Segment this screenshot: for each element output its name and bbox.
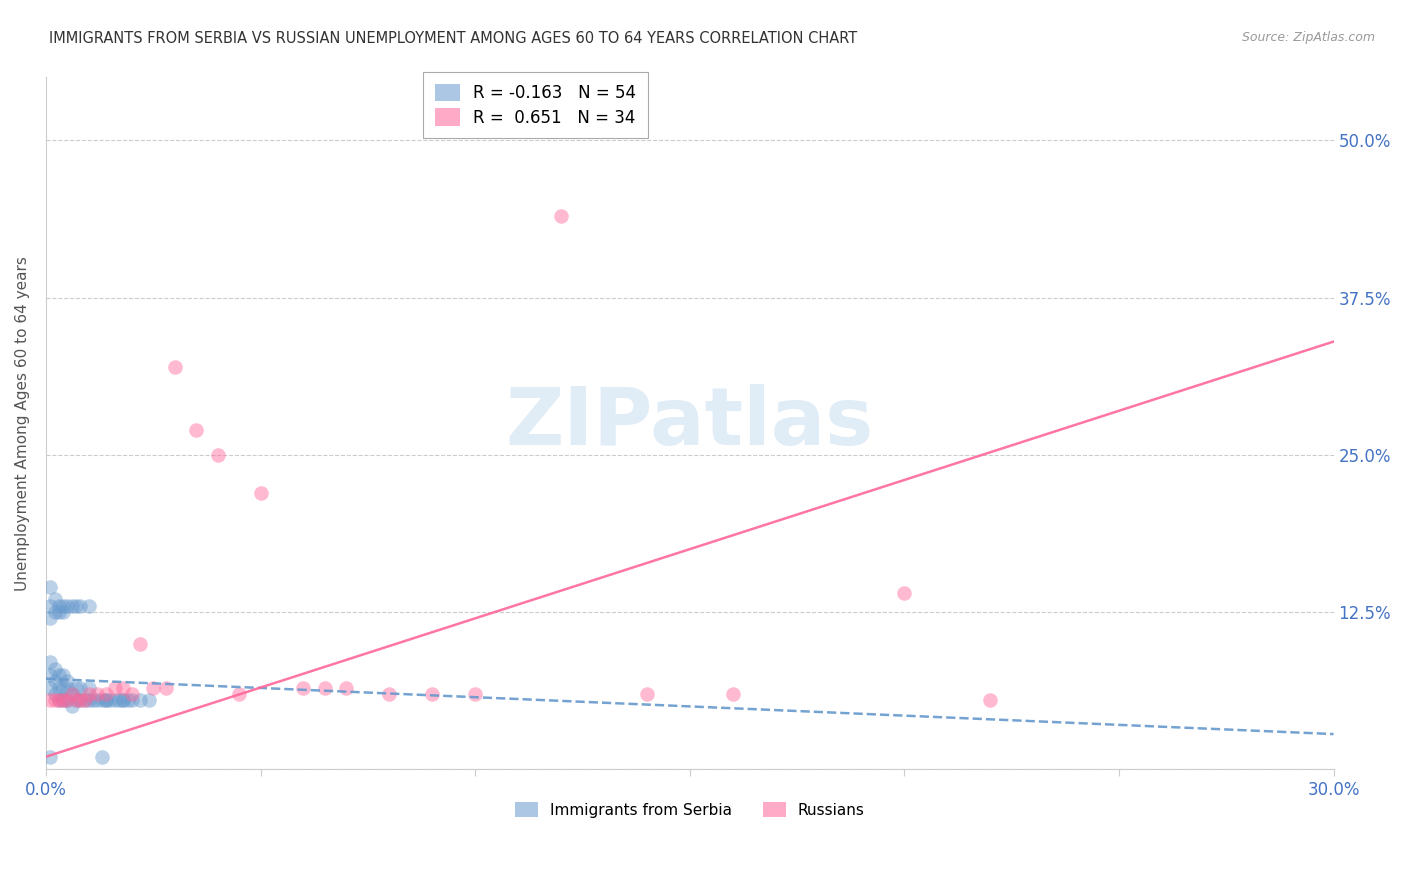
Point xyxy=(94,687,117,701)
Point xyxy=(378,687,401,701)
Point xyxy=(52,599,75,613)
Point xyxy=(249,485,271,500)
Point xyxy=(155,681,177,695)
Point xyxy=(39,668,62,682)
Point xyxy=(112,693,135,707)
Point xyxy=(207,448,229,462)
Point xyxy=(60,687,83,701)
Point xyxy=(39,749,62,764)
Point xyxy=(60,699,83,714)
Point xyxy=(44,605,66,619)
Point xyxy=(163,359,186,374)
Point xyxy=(94,693,117,707)
Point xyxy=(69,681,91,695)
Text: Source: ZipAtlas.com: Source: ZipAtlas.com xyxy=(1241,31,1375,45)
Point xyxy=(86,693,108,707)
Point xyxy=(314,681,336,695)
Point xyxy=(117,693,139,707)
Point xyxy=(44,687,66,701)
Point xyxy=(979,693,1001,707)
Point xyxy=(60,599,83,613)
Y-axis label: Unemployment Among Ages 60 to 64 years: Unemployment Among Ages 60 to 64 years xyxy=(15,256,30,591)
Point xyxy=(56,681,79,695)
Point xyxy=(48,693,70,707)
Point xyxy=(77,599,100,613)
Point xyxy=(94,693,117,707)
Point xyxy=(73,693,96,707)
Point xyxy=(73,693,96,707)
Point xyxy=(44,592,66,607)
Point xyxy=(44,662,66,676)
Point xyxy=(65,599,87,613)
Point xyxy=(77,693,100,707)
Point xyxy=(335,681,357,695)
Point xyxy=(636,687,658,701)
Point xyxy=(550,209,572,223)
Point xyxy=(48,681,70,695)
Point xyxy=(52,605,75,619)
Point xyxy=(52,681,75,695)
Point xyxy=(112,681,135,695)
Point xyxy=(39,693,62,707)
Point xyxy=(464,687,486,701)
Point xyxy=(104,681,127,695)
Point xyxy=(65,693,87,707)
Point xyxy=(44,674,66,689)
Point xyxy=(56,693,79,707)
Point xyxy=(104,693,127,707)
Point xyxy=(39,681,62,695)
Point xyxy=(69,599,91,613)
Point xyxy=(44,693,66,707)
Point xyxy=(129,693,152,707)
Point xyxy=(56,599,79,613)
Point xyxy=(60,687,83,701)
Point xyxy=(82,693,104,707)
Point xyxy=(90,693,112,707)
Point xyxy=(48,605,70,619)
Point xyxy=(39,599,62,613)
Point xyxy=(893,586,915,600)
Point xyxy=(48,599,70,613)
Point xyxy=(56,674,79,689)
Point xyxy=(77,681,100,695)
Point xyxy=(39,656,62,670)
Point xyxy=(721,687,744,701)
Point xyxy=(77,687,100,701)
Point xyxy=(69,693,91,707)
Text: IMMIGRANTS FROM SERBIA VS RUSSIAN UNEMPLOYMENT AMONG AGES 60 TO 64 YEARS CORRELA: IMMIGRANTS FROM SERBIA VS RUSSIAN UNEMPL… xyxy=(49,31,858,46)
Point xyxy=(65,693,87,707)
Legend: Immigrants from Serbia, Russians: Immigrants from Serbia, Russians xyxy=(509,796,870,824)
Point xyxy=(228,687,250,701)
Point xyxy=(108,693,131,707)
Point xyxy=(121,687,143,701)
Point xyxy=(52,693,75,707)
Point xyxy=(121,693,143,707)
Point xyxy=(142,681,165,695)
Point xyxy=(98,693,121,707)
Point xyxy=(292,681,315,695)
Point xyxy=(129,636,152,650)
Point xyxy=(52,693,75,707)
Point xyxy=(48,693,70,707)
Point xyxy=(48,668,70,682)
Point xyxy=(56,693,79,707)
Point xyxy=(52,668,75,682)
Point xyxy=(65,681,87,695)
Text: ZIPatlas: ZIPatlas xyxy=(506,384,875,462)
Point xyxy=(90,749,112,764)
Point xyxy=(39,611,62,625)
Point xyxy=(39,580,62,594)
Point xyxy=(420,687,443,701)
Point xyxy=(69,693,91,707)
Point xyxy=(112,693,135,707)
Point xyxy=(86,687,108,701)
Point xyxy=(138,693,160,707)
Point xyxy=(186,423,208,437)
